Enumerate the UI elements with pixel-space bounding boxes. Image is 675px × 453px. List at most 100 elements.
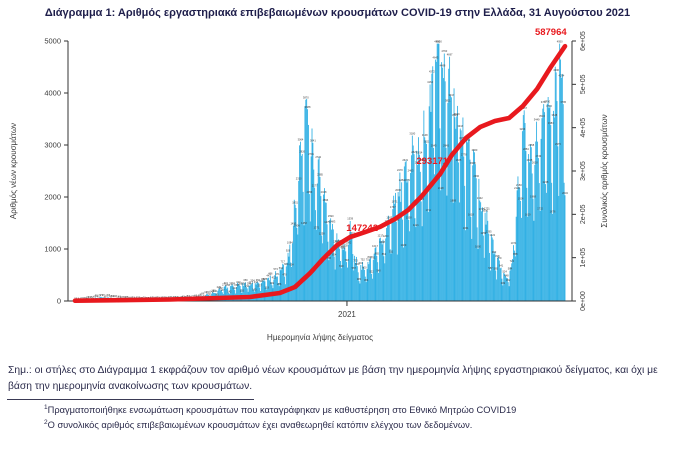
svg-text:259: 259 [226,283,231,287]
svg-text:323: 323 [236,280,241,284]
svg-text:447: 447 [266,273,271,277]
svg-text:2781: 2781 [308,152,314,156]
svg-text:3266: 3266 [519,127,525,131]
svg-text:142: 142 [210,289,215,293]
svg-text:96: 96 [201,292,204,296]
svg-text:354: 354 [250,278,255,282]
svg-text:3811: 3811 [445,99,451,103]
svg-text:45: 45 [109,294,112,298]
svg-text:522: 522 [369,270,374,274]
svg-text:587: 587 [352,266,357,270]
svg-text:1731: 1731 [484,207,490,211]
svg-text:591: 591 [279,266,284,270]
svg-text:471: 471 [275,272,280,276]
svg-text:54: 54 [111,294,114,298]
svg-text:1203: 1203 [383,234,389,238]
svg-text:82: 82 [208,292,211,296]
svg-text:4697: 4697 [447,52,453,56]
svg-text:2183: 2183 [516,183,522,187]
svg-text:587: 587 [488,266,493,270]
svg-text:3787: 3787 [541,100,547,104]
svg-text:3528: 3528 [551,113,557,117]
svg-text:4950: 4950 [436,39,442,43]
svg-text:66: 66 [194,293,197,297]
svg-text:3516: 3516 [539,114,545,118]
svg-text:381: 381 [261,277,266,281]
svg-text:1371: 1371 [314,225,320,229]
svg-text:241: 241 [245,284,250,288]
svg-text:47: 47 [114,294,117,298]
svg-text:42: 42 [182,295,185,299]
svg-text:1558: 1558 [406,216,412,220]
y-right-axis-title: Συνολικός αριθμός κρουσμάτων [600,114,609,227]
footnote-2: 2Ο συνολικός αριθμός επιβεβαιωμένων κρου… [44,419,644,430]
svg-text:2360: 2360 [473,174,479,178]
daily-cases-bars [74,43,566,302]
svg-text:360: 360 [256,278,261,282]
svg-text:1421: 1421 [413,223,419,227]
svg-text:3870: 3870 [303,95,309,99]
svg-text:2671: 2671 [402,158,408,162]
svg-text:1851: 1851 [292,200,298,204]
svg-text:2664: 2664 [420,158,426,162]
chart-title: Διάγραμμα 1: Αριθμός εργαστηριακά επιβεβ… [44,7,631,19]
svg-text:25: 25 [86,295,89,299]
svg-text:2749: 2749 [535,154,541,158]
svg-text:4950: 4950 [557,39,563,43]
svg-text:31: 31 [104,295,107,299]
svg-text:733: 733 [353,259,358,263]
svg-text:26: 26 [127,295,130,299]
svg-text:81: 81 [200,293,203,297]
svg-text:364: 364 [364,278,369,282]
svg-text:44: 44 [189,294,192,298]
svg-text:2248: 2248 [543,180,549,184]
svg-text:21: 21 [132,296,135,300]
svg-text:1711: 1711 [426,208,432,212]
y-right-tick-label: 4e+05 [580,118,587,138]
annotation-147242: 147242 [346,223,378,234]
svg-text:641: 641 [499,263,504,267]
svg-text:1450: 1450 [290,221,296,225]
svg-text:117: 117 [206,291,211,295]
svg-text:3021: 3021 [424,140,430,144]
svg-text:1619: 1619 [525,213,531,217]
annotation-587964: 587964 [535,27,567,38]
y-right-tick-label: 5e+05 [580,74,587,94]
svg-text:1217: 1217 [377,233,383,237]
chart-note: Σημ.: οι στήλες στο Διάγραμμα 1 εκφράζου… [8,365,658,392]
svg-text:691: 691 [359,261,364,265]
svg-text:28: 28 [125,295,128,299]
svg-text:66: 66 [198,293,201,297]
x-tick-label: 2021 [338,310,356,319]
svg-text:412: 412 [272,275,277,279]
svg-text:1084: 1084 [287,240,293,244]
svg-text:2034: 2034 [562,191,568,195]
svg-text:779: 779 [497,256,502,260]
svg-text:1483: 1483 [330,220,336,224]
svg-text:980: 980 [341,246,346,250]
svg-text:825: 825 [495,254,500,258]
svg-text:858: 858 [513,252,518,256]
svg-text:130: 130 [204,290,209,294]
svg-text:61: 61 [106,294,109,298]
svg-text:4488: 4488 [440,63,446,67]
svg-text:669: 669 [355,262,360,266]
svg-text:1676: 1676 [550,210,556,214]
svg-text:1361: 1361 [463,226,469,230]
svg-text:30: 30 [123,295,126,299]
svg-text:4294: 4294 [559,73,565,77]
svg-text:861: 861 [382,252,387,256]
svg-text:3667: 3667 [521,106,527,110]
svg-text:448: 448 [504,273,509,277]
svg-text:2884: 2884 [523,147,529,151]
svg-text:4950: 4950 [434,39,440,43]
svg-text:664: 664 [284,262,289,266]
svg-text:2665: 2665 [456,158,462,162]
svg-text:573: 573 [273,267,278,271]
svg-text:45: 45 [185,294,188,298]
svg-text:3092: 3092 [459,136,465,140]
svg-text:1725: 1725 [479,207,485,211]
svg-text:1000: 1000 [475,245,481,249]
footnote-2-sup: 2 [44,419,48,426]
svg-text:32: 32 [120,295,123,299]
